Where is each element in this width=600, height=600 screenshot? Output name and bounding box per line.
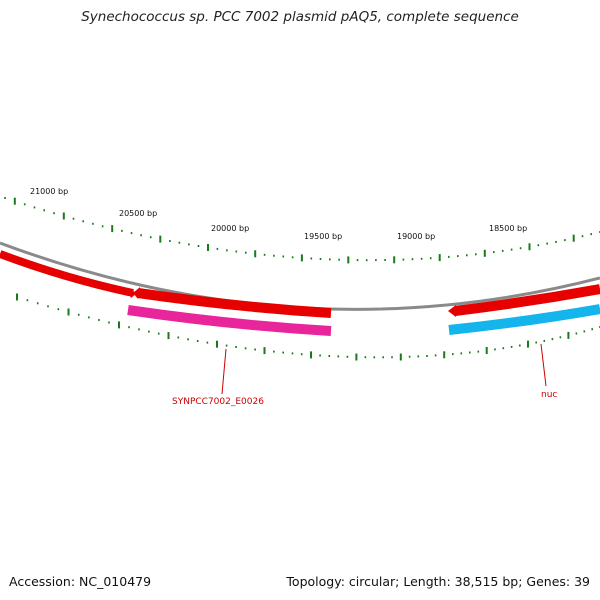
- gene-labels: SYNPCC7002_E0026 nuc: [172, 390, 557, 407]
- forward-gene-arrowhead-middle: [133, 287, 140, 299]
- outer-tick-marks: [4, 197, 600, 264]
- scale-label-20000: 20000 bp: [211, 224, 249, 233]
- scale-label-20500: 20500 bp: [119, 209, 157, 218]
- gene-synpcc7002-e0026[interactable]: [127, 305, 332, 336]
- forward-gene-middle[interactable]: [137, 288, 332, 318]
- forward-gene-arrowhead-right: [448, 305, 456, 317]
- leader-line-synpcc7002-e0026: [221, 348, 227, 395]
- gene-nuc[interactable]: [448, 304, 600, 335]
- forward-gene-arrowhead-left: [127, 288, 137, 298]
- scale-label-19500: 19500 bp: [304, 232, 342, 241]
- forward-strand-genes: [0, 250, 600, 318]
- scale-label-18500: 18500 bp: [489, 224, 527, 233]
- reverse-strand-genes: [127, 304, 600, 336]
- forward-gene-right[interactable]: [454, 284, 600, 316]
- accession-text: Accession: NC_010479: [9, 574, 152, 589]
- scale-label-19000: 19000 bp: [397, 232, 435, 241]
- topology-summary-text: Topology: circular; Length: 38,515 bp; G…: [286, 574, 590, 589]
- gene-label-leaders: [221, 343, 547, 395]
- scale-label-21000: 21000 bp: [30, 187, 68, 196]
- inner-tick-marks: [16, 293, 600, 361]
- map-title: Synechococcus sp. PCC 7002 plasmid pAQ5,…: [81, 9, 519, 25]
- gene-label-synpcc7002-e0026[interactable]: SYNPCC7002_E0026: [172, 397, 264, 407]
- gene-label-nuc[interactable]: nuc: [541, 390, 557, 400]
- leader-line-nuc: [540, 343, 547, 387]
- forward-gene-left[interactable]: [0, 250, 134, 297]
- scale-labels: 21000 bp 20500 bp 20000 bp 19500 bp 1900…: [30, 187, 527, 241]
